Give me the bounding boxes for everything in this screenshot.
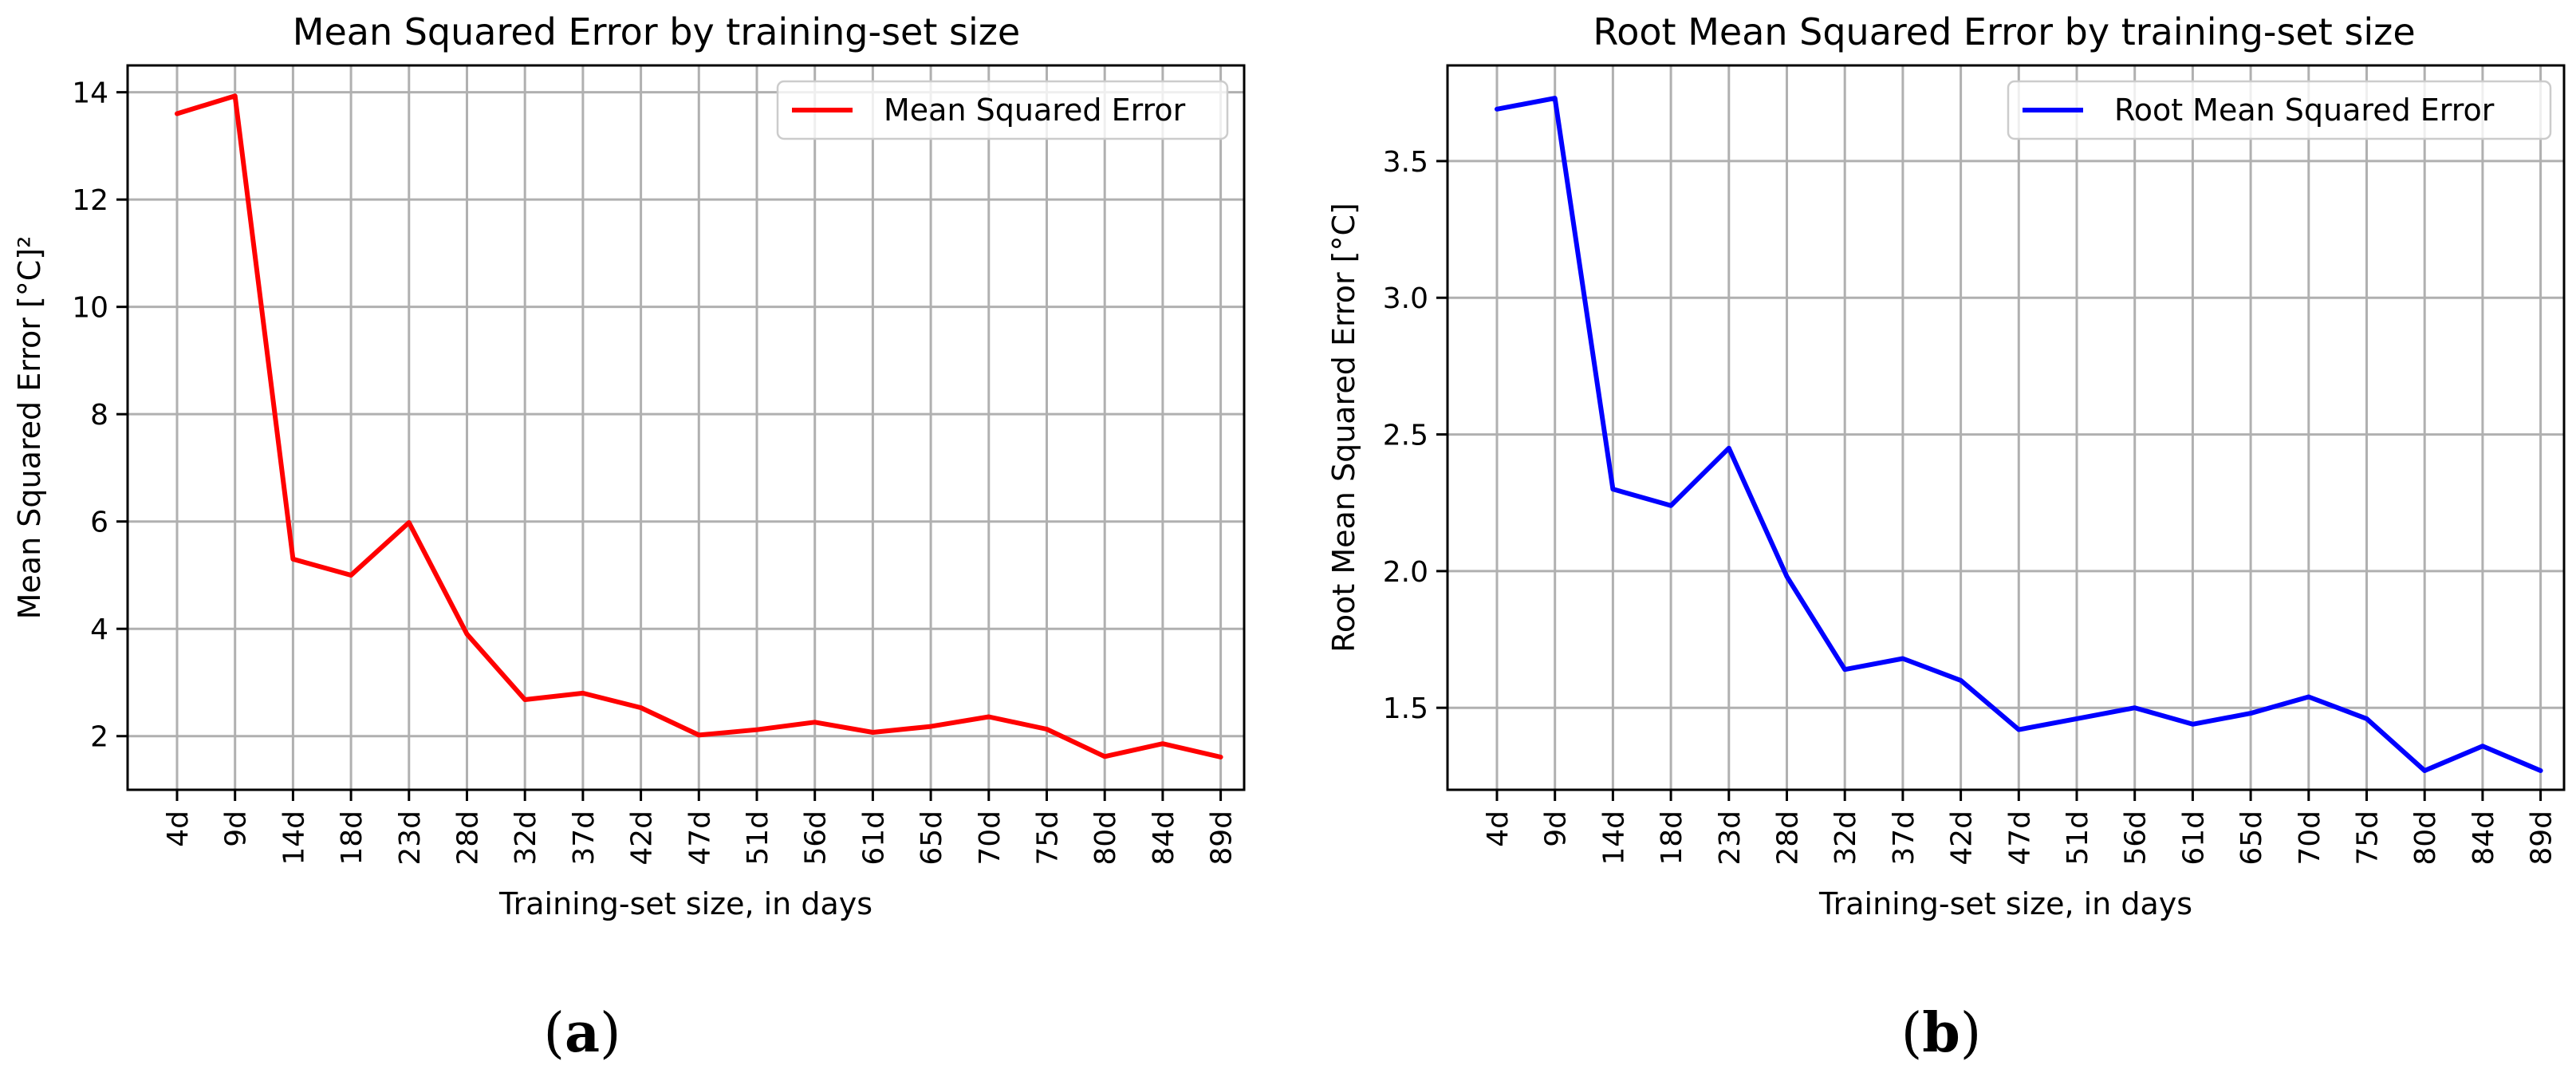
y-tick-label: 8 xyxy=(90,399,108,432)
y-tick-label: 3.5 xyxy=(1383,146,1428,179)
x-tick-label: 51d xyxy=(2062,811,2094,866)
axes-frame xyxy=(1446,64,2566,791)
x-tick-label: 80d xyxy=(2409,811,2442,866)
x-tick-label: 70d xyxy=(2294,811,2326,866)
y-tick-label: 1.5 xyxy=(1383,692,1428,725)
x-axis-ticks: 4d 9d 14d 18d 23d 28d 32d 37d 42d 47d 51d 56d 61d 65d… xyxy=(1482,790,2558,866)
y-tick-label: 2 xyxy=(90,721,108,754)
series-line xyxy=(1495,96,2543,773)
x-tick-label: 51d xyxy=(742,811,774,866)
y-tick-label: 6 xyxy=(90,507,108,539)
chart-title: Root Mean Squared Error by training-set … xyxy=(1593,10,2415,53)
x-tick-label: 65d xyxy=(2235,811,2268,866)
x-tick-label: 14d xyxy=(278,811,310,866)
x-tick-label: 47d xyxy=(683,811,716,866)
x-tick-label: 56d xyxy=(2120,811,2153,866)
y-tick-label: 3.0 xyxy=(1383,282,1428,315)
x-tick-label: 4d xyxy=(162,811,195,847)
legend-box xyxy=(2007,80,2552,140)
legend-label: Root Mean Squared Error xyxy=(2114,93,2495,128)
x-axis-label: Training-set size, in days xyxy=(1818,886,2192,921)
series-line xyxy=(175,93,1223,759)
x-tick-label: 32d xyxy=(1830,811,1862,866)
x-tick-label: 61d xyxy=(2177,811,2210,866)
chart-rmse: Root Mean Squared Error by training-set … xyxy=(1326,10,2566,1065)
y-tick-label: 2.0 xyxy=(1383,556,1428,589)
x-tick-label: 9d xyxy=(1540,811,1573,847)
legend: Mean Squared Error xyxy=(776,80,1229,140)
chart-title: Mean Squared Error by training-set size xyxy=(293,10,1020,53)
y-tick-label: 14 xyxy=(72,77,108,110)
x-tick-label: 37d xyxy=(568,811,601,866)
x-tick-label: 14d xyxy=(1597,811,1630,866)
x-tick-label: 37d xyxy=(1888,811,1920,866)
x-tick-label: 56d xyxy=(800,811,833,866)
y-axis-label: Root Mean Squared Error [°C] xyxy=(1326,203,1361,653)
legend-label: Mean Squared Error xyxy=(884,93,1186,128)
x-tick-label: 42d xyxy=(626,811,659,866)
plot-area xyxy=(1495,96,2543,773)
x-tick-label: 84d xyxy=(1148,811,1180,866)
x-tick-label: 89d xyxy=(2526,811,2558,866)
x-tick-label: 75d xyxy=(1032,811,1065,866)
x-tick-label: 65d xyxy=(916,811,948,866)
x-tick-label: 28d xyxy=(452,811,485,866)
x-tick-label: 28d xyxy=(1772,811,1805,866)
grid xyxy=(128,65,1244,790)
x-axis-label: Training-set size, in days xyxy=(498,886,872,921)
x-tick-label: 32d xyxy=(510,811,542,866)
x-tick-label: 70d xyxy=(974,811,1006,866)
grid xyxy=(1448,65,2564,790)
y-tick-label: 12 xyxy=(72,184,108,217)
x-tick-label: 84d xyxy=(2468,811,2500,866)
plot-area xyxy=(175,93,1223,759)
x-tick-label: 4d xyxy=(1482,811,1514,847)
x-tick-label: 61d xyxy=(857,811,890,866)
x-tick-label: 89d xyxy=(1206,811,1239,866)
x-tick-label: 9d xyxy=(220,811,253,847)
legend-box xyxy=(776,80,1229,140)
x-tick-label: 18d xyxy=(336,811,368,866)
y-tick-label: 4 xyxy=(90,613,108,646)
x-tick-label: 80d xyxy=(1089,811,1122,866)
x-tick-label: 42d xyxy=(1946,811,1979,866)
y-tick-label: 10 xyxy=(72,292,108,325)
panel-label: (a) xyxy=(543,1001,620,1065)
x-tick-label: 75d xyxy=(2352,811,2385,866)
y-tick-label: 2.5 xyxy=(1383,420,1428,452)
y-axis-label: Mean Squared Error [°C]² xyxy=(12,236,47,620)
legend: Root Mean Squared Error xyxy=(2007,80,2552,140)
axes-frame xyxy=(126,64,1246,791)
panel-label: (b) xyxy=(1901,1001,1982,1065)
x-tick-label: 23d xyxy=(1714,811,1747,866)
x-tick-label: 23d xyxy=(394,811,427,866)
x-tick-label: 18d xyxy=(1656,811,1688,866)
y-axis-ticks: 1.5 2.0 2.5 3.0 3.5 xyxy=(1383,146,1448,725)
x-tick-label: 47d xyxy=(2003,811,2036,866)
y-axis-ticks: 2 4 6 8 10 12 14 xyxy=(72,77,128,754)
chart-mse: Mean Squared Error by training-set size … xyxy=(12,10,1246,1065)
x-axis-ticks: 4d 9d 14d 18d 23d 28d 32d 37d 42d 47d 51d 56d 61d 65d… xyxy=(162,790,1239,866)
